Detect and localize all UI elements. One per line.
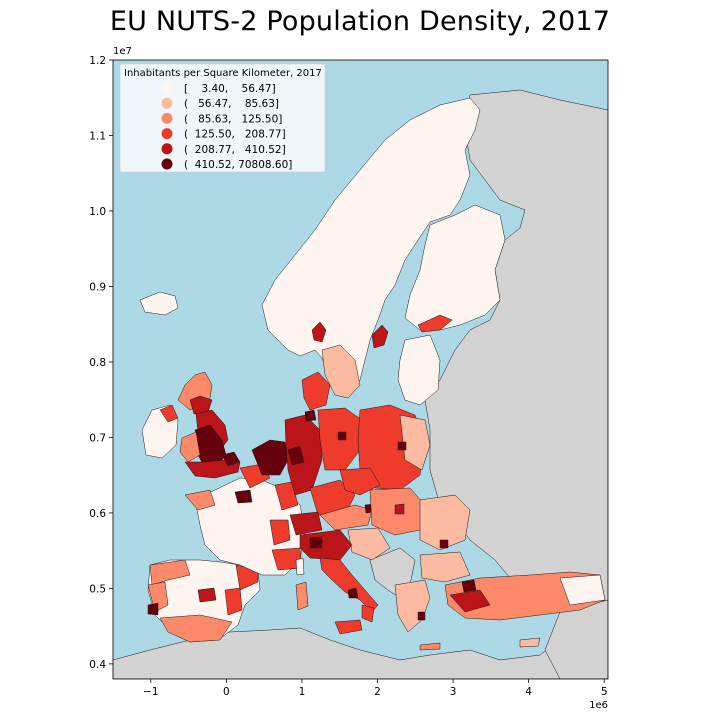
map-title: EU NUTS-2 Population Density, 2017 <box>109 6 611 37</box>
legend-marker-1 <box>161 82 173 94</box>
romania <box>419 494 471 551</box>
cyprus <box>519 637 541 648</box>
x-tick-label: 2 <box>374 686 381 698</box>
turkey-west <box>449 589 491 613</box>
y-tick-label: 0.6 <box>89 508 106 520</box>
berlin <box>337 431 347 441</box>
naples <box>347 587 359 599</box>
valencia <box>224 587 243 616</box>
y-tick-label: 1.1 <box>89 130 106 142</box>
istanbul <box>461 579 477 593</box>
legend-label-4: ( 125.50, 208.77] <box>184 129 286 141</box>
oslo-region <box>311 321 327 343</box>
alsace-lorraine <box>274 481 299 511</box>
legend-label-5: ( 208.77, 410.52] <box>184 144 286 156</box>
legend-label-6: ( 410.52, 70808.60] <box>184 159 292 171</box>
athens <box>417 611 426 621</box>
legend-title: Inhabitants per Square Kilometer, 2017 <box>124 68 322 79</box>
legend-marker-3 <box>161 112 173 124</box>
x-tick-label: 4 <box>525 686 532 698</box>
poland-east <box>399 414 431 471</box>
helsinki-region <box>417 314 453 333</box>
iceland <box>139 291 179 316</box>
sardinia <box>295 581 309 611</box>
portugal-north <box>147 581 169 613</box>
scandinavia <box>261 97 481 396</box>
y-tick-label: 0.5 <box>89 583 106 595</box>
legend-label-2: ( 56.47, 85.63] <box>184 98 279 110</box>
legend-label-3: ( 85.63, 125.50] <box>184 113 282 125</box>
y-tick-label: 0.7 <box>89 432 106 444</box>
y-tick-label: 0.8 <box>89 357 106 369</box>
corsica <box>295 557 305 576</box>
bavaria <box>309 479 356 516</box>
austria <box>319 504 373 531</box>
map-layer <box>113 89 608 679</box>
budapest <box>394 503 405 515</box>
glasgow-edinburgh <box>189 395 213 415</box>
y-tick-label: 0.9 <box>89 281 106 293</box>
baltics <box>397 334 441 406</box>
madrid <box>197 587 217 603</box>
milan <box>309 536 323 549</box>
legend-label-1: [ 3.40, 56.47] <box>184 83 276 95</box>
warsaw <box>397 441 407 451</box>
denmark <box>301 371 331 411</box>
legend-entries: [ 3.40, 56.47] ( 56.47, 85.63] ( 85.63, 12… <box>161 82 292 171</box>
y-axis: 0.4 0.5 0.6 0.7 0.8 0.9 1.0 1.1 1.2 <box>89 55 113 671</box>
crete <box>419 642 441 651</box>
legend-marker-5 <box>161 143 173 155</box>
legend-marker-4 <box>161 128 173 140</box>
wales <box>179 431 201 463</box>
y-tick-label: 0.4 <box>89 659 106 671</box>
northern-ireland <box>159 404 179 423</box>
galicia-asturias <box>149 559 191 586</box>
london <box>221 451 241 467</box>
southern-england <box>184 459 241 479</box>
hamburg <box>304 409 317 422</box>
y-tick-label: 1.2 <box>89 55 106 67</box>
brittany <box>184 489 216 511</box>
south-sweden <box>321 344 361 399</box>
bulgaria <box>419 551 471 583</box>
y-axis-exponent: 1e7 <box>113 46 132 57</box>
turkey-east <box>559 574 606 606</box>
paris <box>234 489 253 504</box>
ruhr <box>287 445 305 466</box>
x-tick-label: 3 <box>450 686 457 698</box>
x-axis-exponent: 1e6 <box>589 700 608 711</box>
slovenia-croatia <box>347 527 391 561</box>
x-tick-label: 1 <box>299 686 306 698</box>
x-tick-label: 0 <box>223 686 230 698</box>
x-tick-label: 5 <box>601 686 608 698</box>
stockholm-region <box>371 324 389 349</box>
x-tick-label: −1 <box>143 686 158 698</box>
england-core <box>194 424 227 469</box>
lyon <box>269 519 291 546</box>
legend-marker-2 <box>161 97 173 109</box>
y-tick-label: 1.0 <box>89 206 106 218</box>
switzerland <box>289 511 323 536</box>
x-axis: −1 0 1 2 3 4 5 <box>143 679 608 698</box>
finland <box>404 204 506 331</box>
andalusia <box>159 614 233 643</box>
legend: Inhabitants per Square Kilometer, 2017 [… <box>119 63 326 173</box>
axes-frame <box>112 59 609 680</box>
legend-marker-6 <box>161 158 173 170</box>
sicily <box>334 619 363 635</box>
bucharest <box>439 539 449 549</box>
lisbon <box>147 602 159 616</box>
calabria <box>361 604 375 623</box>
